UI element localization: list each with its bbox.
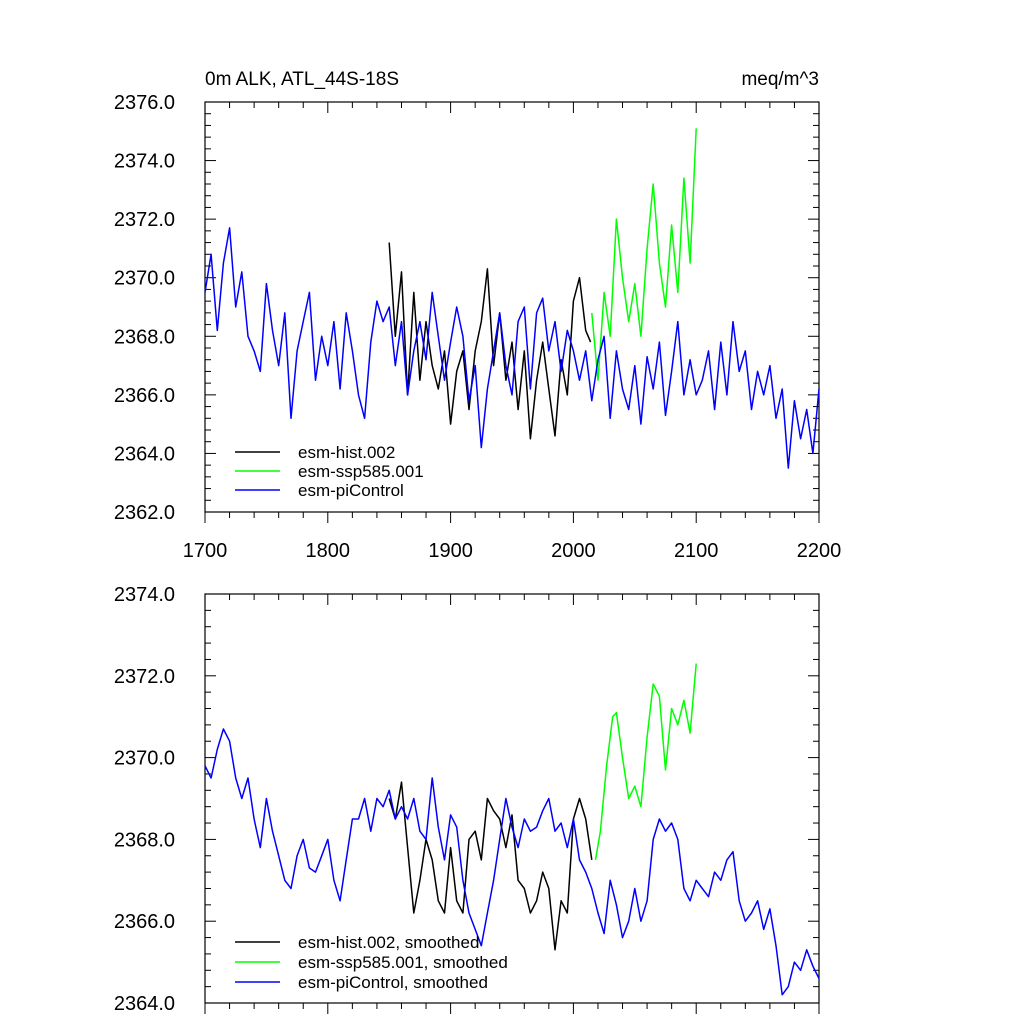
series-line-esm-hist-002-smoothed xyxy=(388,781,593,951)
bottom-panel: 2364.0 2366.0 2368.0 2370.0 2372.0 2374.0 esm-… xyxy=(114,584,820,1015)
series-line-esm-picontrol-smoothed xyxy=(204,728,820,996)
y-tick-label: 2376.0 xyxy=(114,92,175,114)
plot-frame xyxy=(204,593,820,1004)
series-line-esm-ssp585-001 xyxy=(591,128,697,381)
plot-frame xyxy=(204,101,820,513)
y-tick-label: 2368.0 xyxy=(114,829,175,851)
legend-label: esm-hist.002 xyxy=(298,443,395,462)
y-tick-label: 2364.0 xyxy=(114,443,175,465)
series-line-esm-ssp585-001-smoothed xyxy=(594,663,697,861)
legend-label: esm-ssp585.001 xyxy=(298,462,424,481)
plot-title: 0m ALK, ATL_44S-18S xyxy=(205,69,399,90)
series-line-esm-hist-002 xyxy=(388,242,592,440)
y-tick-label: 2374.0 xyxy=(114,584,175,606)
y-tick-label: 2372.0 xyxy=(114,666,175,688)
series-line-esm-picontrol xyxy=(204,227,820,469)
top-panel: 0m ALK, ATL_44S-18S meq/m^3 1700 1800 1900… xyxy=(114,69,841,562)
y-tick-label: 2370.0 xyxy=(114,748,175,770)
y-tick-label: 2366.0 xyxy=(114,911,175,933)
y-tick-label: 2368.0 xyxy=(114,326,175,348)
y-tick-label: 2366.0 xyxy=(114,385,175,407)
x-tick-label: 1900 xyxy=(428,540,473,562)
y-tick-label: 2374.0 xyxy=(114,151,175,173)
units-label: meq/m^3 xyxy=(741,69,819,90)
legend-label: esm-ssp585.001, smoothed xyxy=(298,953,508,972)
y-tick-label: 2362.0 xyxy=(114,502,175,524)
y-tick-label: 2364.0 xyxy=(114,993,175,1015)
x-tick-label: 2200 xyxy=(797,540,842,562)
legend-label: esm-piControl, smoothed xyxy=(298,973,488,992)
x-tick-label: 2100 xyxy=(674,540,719,562)
x-tick-label: 1800 xyxy=(306,540,351,562)
y-tick-label: 2372.0 xyxy=(114,209,175,231)
y-tick-label: 2370.0 xyxy=(114,268,175,290)
x-tick-label: 1700 xyxy=(183,540,228,562)
legend-label: esm-hist.002, smoothed xyxy=(298,933,479,952)
legend-label: esm-piControl xyxy=(298,481,404,500)
x-tick-label: 2000 xyxy=(551,540,596,562)
